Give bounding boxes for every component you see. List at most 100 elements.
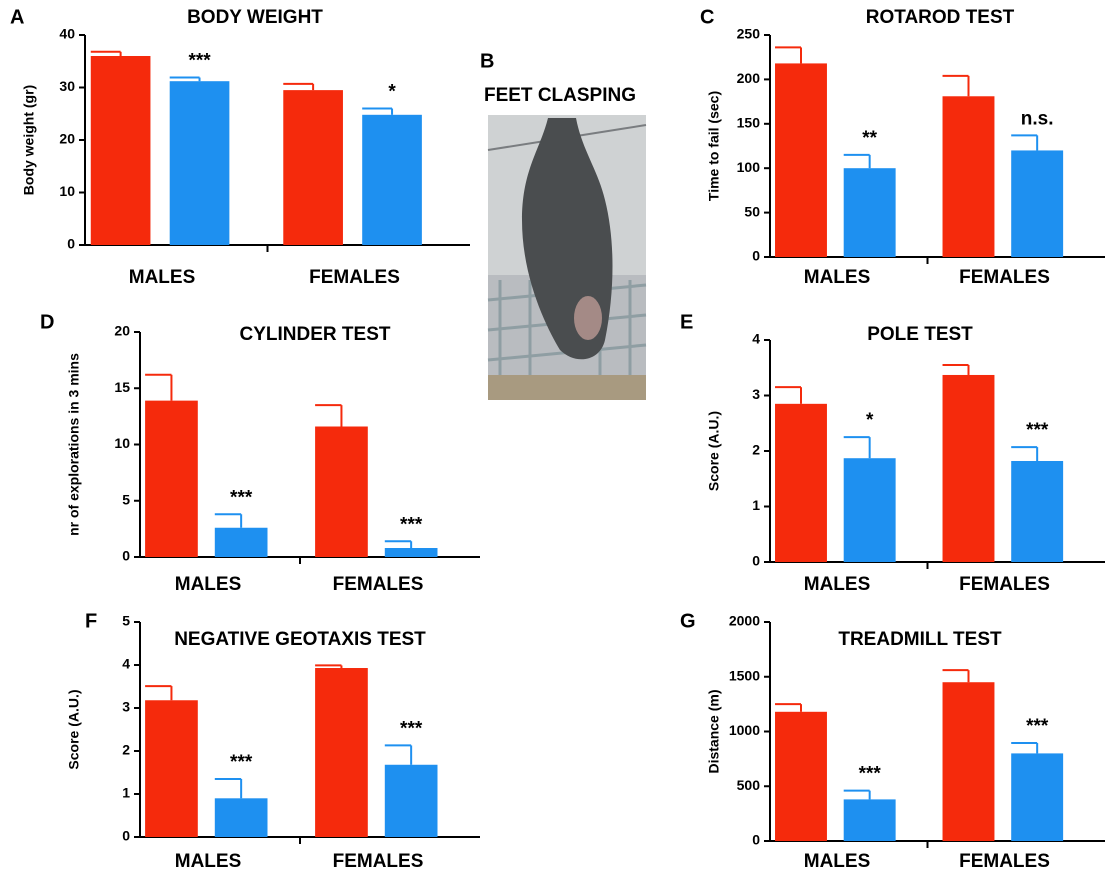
y-tick-label: 200	[737, 70, 761, 86]
y-tick-label: 0	[752, 248, 760, 264]
x-tick-label: MALES	[175, 851, 242, 872]
x-tick-label: MALES	[804, 574, 871, 595]
y-tick-label: 15	[114, 379, 130, 395]
mouse-photo	[488, 115, 646, 400]
y-tick-label: 5	[122, 491, 130, 507]
significance: ***	[1026, 716, 1049, 737]
panel-label: B	[480, 50, 494, 72]
x-tick-label: FEMALES	[309, 267, 400, 288]
x-tick-label: FEMALES	[959, 267, 1050, 288]
bar	[1011, 461, 1063, 562]
x-tick-label: FEMALES	[333, 574, 424, 595]
bar	[170, 81, 230, 245]
y-axis-label: Time to fail (sec)	[706, 91, 722, 201]
y-axis-label: Score (A.U.)	[66, 689, 82, 769]
bar	[91, 56, 151, 245]
significance: ***	[400, 514, 423, 535]
panel-label: A	[10, 6, 24, 28]
y-tick-label: 30	[59, 78, 75, 94]
y-tick-label: 20	[59, 131, 75, 147]
bar	[844, 168, 896, 257]
y-tick-label: 1	[752, 497, 760, 513]
y-tick-label: 500	[737, 777, 761, 793]
y-tick-label: 1	[122, 785, 130, 801]
significance: ***	[188, 51, 211, 72]
y-axis-label: nr of explorations in 3 mins	[66, 353, 82, 536]
bar	[362, 115, 422, 245]
y-axis-label: Body weight (gr)	[21, 85, 37, 195]
y-tick-label: 5	[122, 613, 130, 629]
y-tick-label: 3	[122, 699, 130, 715]
bar	[215, 528, 268, 557]
bar	[775, 712, 827, 841]
bar	[943, 375, 995, 562]
bar	[385, 548, 438, 557]
bar	[315, 668, 368, 837]
y-tick-label: 150	[737, 115, 761, 131]
figure: B FEET CLASPING A BODY WEIGHT Body weight …	[0, 0, 1107, 874]
bar	[1011, 753, 1063, 841]
bar	[775, 63, 827, 257]
x-tick-label: MALES	[175, 574, 242, 595]
y-tick-label: 20	[114, 323, 130, 339]
bar	[315, 427, 368, 558]
y-tick-label: 0	[122, 548, 130, 564]
y-tick-label: 1500	[729, 667, 760, 683]
x-tick-label: FEMALES	[959, 851, 1050, 872]
panel-label: F	[85, 610, 97, 632]
y-tick-label: 40	[59, 26, 75, 42]
significance: ***	[400, 718, 423, 739]
x-tick-label: MALES	[129, 267, 196, 288]
significance: ***	[859, 764, 882, 785]
y-tick-label: 0	[752, 553, 760, 569]
panel-label: G	[680, 610, 696, 632]
bar	[943, 96, 995, 257]
bar	[1011, 150, 1063, 257]
x-tick-label: FEMALES	[959, 574, 1050, 595]
chart-title: TREADMILL TEST	[838, 629, 1002, 650]
panel-label: D	[40, 311, 54, 333]
bar	[283, 90, 343, 245]
y-tick-label: 2000	[729, 613, 760, 629]
panel-label: E	[680, 311, 693, 333]
panel-title: FEET CLASPING	[484, 85, 636, 106]
bar	[943, 682, 995, 841]
y-tick-label: 100	[737, 159, 761, 175]
bar	[385, 765, 438, 837]
y-tick-label: 3	[752, 386, 760, 402]
chart-title: BODY WEIGHT	[187, 7, 323, 28]
y-tick-label: 4	[122, 656, 130, 672]
chart-title: NEGATIVE GEOTAXIS TEST	[174, 629, 426, 650]
significance: ***	[230, 752, 253, 773]
y-tick-label: 250	[737, 26, 761, 42]
y-tick-label: 0	[752, 832, 760, 848]
chart-title: CYLINDER TEST	[240, 324, 391, 345]
significance: ***	[1026, 420, 1049, 441]
bar	[844, 799, 896, 841]
significance: ***	[230, 487, 253, 508]
y-tick-label: 10	[59, 183, 75, 199]
y-axis-label: Score (A.U.)	[706, 411, 722, 491]
chart-title: ROTAROD TEST	[866, 7, 1015, 28]
y-tick-label: 0	[122, 828, 130, 844]
significance: n.s.	[1021, 108, 1054, 129]
y-tick-label: 2	[122, 742, 130, 758]
bar	[844, 458, 896, 562]
bar	[775, 404, 827, 562]
bar	[145, 401, 198, 557]
x-tick-label: MALES	[804, 851, 871, 872]
y-tick-label: 4	[752, 331, 760, 347]
y-tick-label: 1000	[729, 722, 760, 738]
y-tick-label: 10	[114, 435, 130, 451]
bar	[145, 700, 198, 837]
y-tick-label: 2	[752, 442, 760, 458]
significance: *	[866, 410, 874, 431]
significance: **	[862, 128, 877, 149]
x-tick-label: FEMALES	[333, 851, 424, 872]
significance: *	[388, 82, 396, 103]
y-axis-label: Distance (m)	[706, 689, 722, 773]
chart-title: POLE TEST	[867, 324, 973, 345]
panel-label: C	[700, 6, 714, 28]
bar	[215, 798, 268, 837]
y-tick-label: 0	[67, 236, 75, 252]
